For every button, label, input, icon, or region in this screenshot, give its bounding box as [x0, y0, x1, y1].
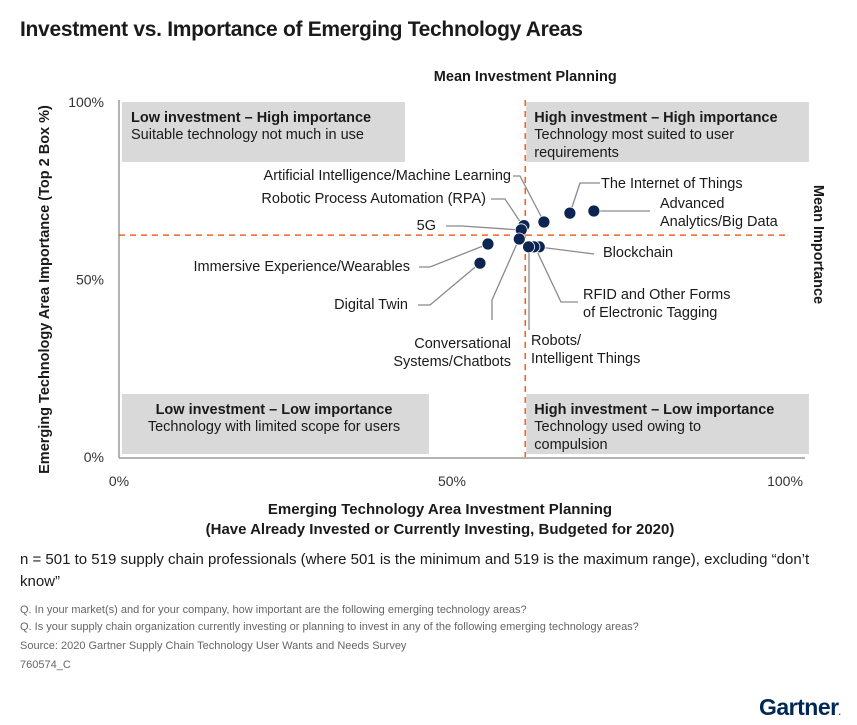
- data-point: [563, 206, 577, 220]
- data-point-label: 5G: [417, 218, 436, 234]
- quadrant-box-bl: [122, 394, 429, 454]
- x-axis-subtitle: (Have Already Invested or Currently Inve…: [206, 521, 675, 538]
- quadrant-box-br: [526, 394, 809, 454]
- data-point-label: Immersive Experience/Wearables: [193, 259, 410, 275]
- quadrant-box-tl: [122, 102, 405, 162]
- quadrant-description: Technology used owing to: [534, 419, 701, 435]
- x-tick-label: 100%: [767, 473, 803, 489]
- leader-line: [569, 182, 600, 214]
- figure-id: 760574_C: [20, 659, 71, 671]
- data-point: [587, 204, 601, 218]
- quadrant-heading: Low investment – High importance: [131, 110, 371, 126]
- quadrant-description: Suitable technology not much in use: [131, 127, 364, 143]
- leader-line: [446, 225, 522, 231]
- quadrant-description: Technology most suited to user: [534, 127, 734, 143]
- data-point: [537, 215, 551, 229]
- data-point-label: Analytics/Big Data: [660, 214, 779, 230]
- leader-line: [418, 262, 481, 306]
- quadrant-description: Technology with limited scope for users: [148, 419, 400, 435]
- data-point-label: RFID and Other Forms: [583, 287, 730, 303]
- survey-notes: Q. In your market(s) and for your compan…: [20, 602, 639, 674]
- x-tick-label: 50%: [438, 473, 466, 489]
- leader-line: [491, 198, 524, 227]
- leader-line: [419, 243, 489, 268]
- data-point-label: Advanced: [660, 196, 725, 212]
- logo-text: Gartner: [759, 694, 839, 720]
- question-1: Q. In your market(s) and for your compan…: [20, 604, 527, 616]
- logo-dot: .: [838, 708, 841, 717]
- data-point: [481, 237, 495, 251]
- data-point-label: Robotic Process Automation (RPA): [261, 191, 486, 207]
- sample-size-note: n = 501 to 519 supply chain professional…: [20, 551, 810, 590]
- mean-importance-label: Mean Importance: [810, 185, 826, 304]
- data-point: [522, 240, 535, 254]
- question-2: Q. Is your supply chain organization cur…: [20, 621, 639, 633]
- leader-line: [491, 238, 520, 320]
- quadrant-description: requirements: [534, 145, 619, 161]
- mean-investment-label: Mean Investment Planning: [434, 69, 617, 85]
- data-point-label: Conversational: [414, 336, 511, 352]
- y-tick-label: 50%: [76, 272, 104, 288]
- quadrant-box-tr: [526, 102, 809, 162]
- quadrant-heading: High investment – Low importance: [534, 402, 774, 418]
- quadrant-heading: Low investment – Low importance: [156, 402, 393, 418]
- data-point-label: Systems/Chatbots: [393, 354, 511, 370]
- source-note: Source: 2020 Gartner Supply Chain Techno…: [20, 640, 407, 652]
- leader-line: [534, 246, 578, 303]
- data-point-label: The Internet of Things: [601, 176, 743, 192]
- data-point-label: of Electronic Tagging: [583, 305, 717, 321]
- x-tick-label: 0%: [109, 473, 129, 489]
- data-point-label: Blockchain: [603, 245, 673, 261]
- y-tick-label: 100%: [68, 94, 104, 110]
- chart-title: Investment vs. Importance of Emerging Te…: [20, 18, 583, 41]
- y-axis-title: Emerging Technology Area Importance (Top…: [37, 105, 53, 474]
- quadrant-heading: High investment – High importance: [534, 110, 777, 126]
- data-point: [473, 256, 487, 270]
- data-point-label: Intelligent Things: [531, 351, 640, 367]
- data-point-label: Digital Twin: [334, 297, 408, 313]
- data-point-label: Artificial Intelligence/Machine Learning: [264, 168, 511, 184]
- leader-line: [538, 246, 595, 255]
- quadrant-description: compulsion: [534, 437, 607, 453]
- y-tick-label: 0%: [84, 449, 104, 465]
- x-axis-title: Emerging Technology Area Investment Plan…: [268, 501, 612, 518]
- data-point: [512, 232, 526, 246]
- scatter-chart: Low investment – High importanceSuitable…: [37, 69, 826, 538]
- gartner-logo: Gartner.: [759, 694, 841, 721]
- leader-line: [513, 175, 545, 223]
- data-point-label: Robots/: [531, 333, 582, 349]
